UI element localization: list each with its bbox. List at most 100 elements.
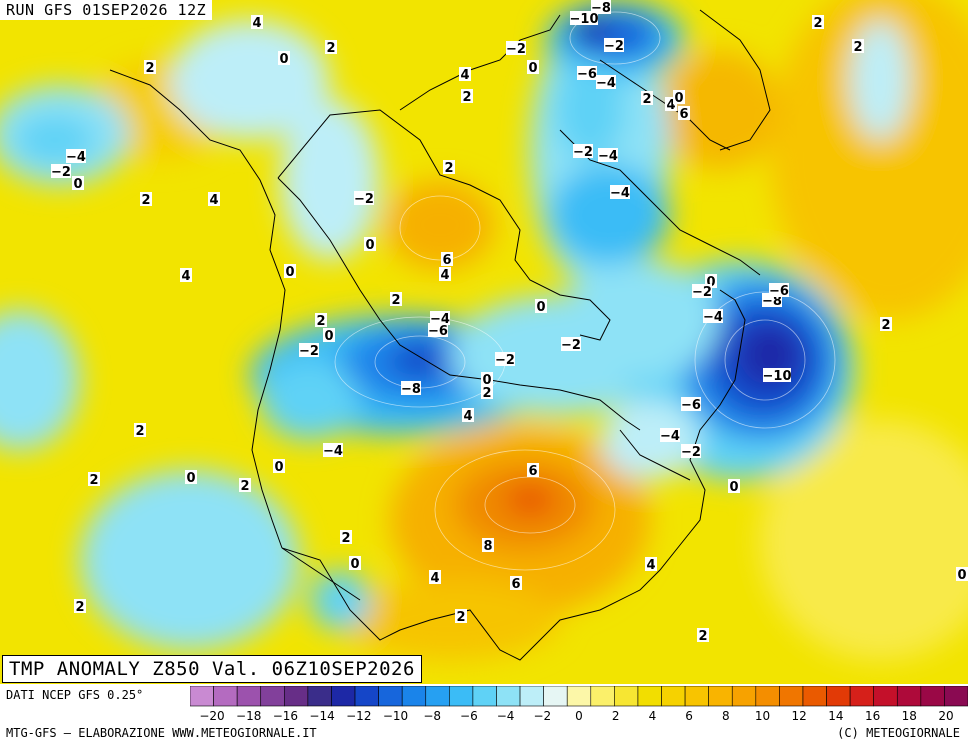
colorbar-swatch (472, 686, 497, 707)
colorbar-swatch (354, 686, 379, 707)
isoline-label-bg (273, 459, 285, 473)
colorbar-tick-label: −18 (236, 709, 261, 723)
isoline-label: −2 (681, 445, 701, 460)
isoline-label-bg (610, 185, 630, 199)
isoline-label: 4 (252, 16, 261, 31)
isoline-label: 0 (674, 91, 683, 106)
isoline-label: −6 (577, 67, 597, 82)
temperature-anomaly-map: 4−8−10 220−2 −2 22 4 0 −6−42 2 406−4−20−2 −42−42 4… (0, 0, 968, 684)
isoline-label: 2 (444, 161, 453, 176)
contour-lines (334, 11, 836, 571)
colorbar-swatch (731, 686, 757, 707)
isoline-label-bg (180, 268, 192, 282)
isoline-label-bg (510, 576, 522, 590)
isoline-label: −4 (596, 76, 616, 91)
isoline-label: 0 (186, 471, 195, 486)
colorbar-swatch (543, 686, 568, 707)
isoline-label: −2 (561, 338, 581, 353)
isoline-label: 0 (957, 568, 966, 583)
isoline-label: 2 (341, 531, 350, 546)
colorbar-tick-label: −20 (199, 709, 224, 723)
isoline-label-bg (641, 91, 653, 105)
colorbar-tick-label: 6 (685, 709, 693, 723)
colorbar-tick-label: −2 (533, 709, 551, 723)
isoline-label: 2 (316, 314, 325, 329)
isoline-label-bg (390, 292, 402, 306)
colorbar-tick-label: −16 (273, 709, 298, 723)
colorbar-tick-label: 18 (902, 709, 917, 723)
colorbar-swatch (236, 686, 262, 707)
colorbar-swatch (614, 686, 639, 707)
colorbar-tick-label: −4 (497, 709, 515, 723)
colorbar-tick-label: 4 (649, 709, 657, 723)
isoline-label-bg (455, 609, 467, 623)
isoline-label: −2 (506, 42, 526, 57)
colorbar-swatch (708, 686, 733, 707)
colorbar-tick-label: 2 (612, 709, 620, 723)
colorbar-swatch (213, 686, 238, 707)
isoline-label-bg (134, 423, 146, 437)
isoline-label: −6 (428, 324, 448, 339)
isoline-label: 2 (482, 386, 491, 401)
isoline-label-bg (140, 192, 152, 206)
isoline-label-bg (681, 444, 701, 458)
colorbar-swatch (826, 686, 851, 707)
isoline-label: 0 (274, 460, 283, 475)
isoline-label-bg (88, 472, 100, 486)
colorbar-tick-label: −12 (346, 709, 371, 723)
map-title: TMP ANOMALY Z850 Val. 06Z10SEP2026 (2, 655, 422, 683)
isoline-label-bg (74, 599, 86, 613)
isoline-label: 6 (442, 253, 451, 268)
isoline-label: 0 (365, 238, 374, 253)
isoline-label-bg (728, 479, 740, 493)
isoline-label-bg (681, 397, 701, 411)
isoline-label-bg (185, 470, 197, 484)
colorbar-tick-label: 10 (755, 709, 770, 723)
isoline-label: 6 (528, 464, 537, 479)
isoline-label: 4 (181, 269, 190, 284)
colorbar-tick-label: 20 (938, 709, 953, 723)
isoline-label: 6 (511, 577, 520, 592)
isoline-label: 2 (75, 600, 84, 615)
isoline-label: −2 (299, 344, 319, 359)
isoline-label-bg (430, 311, 450, 325)
isoline-label: 0 (729, 480, 738, 495)
isoline-label: 6 (679, 107, 688, 122)
colorbar-swatch (661, 686, 686, 707)
isoline-label: 2 (135, 424, 144, 439)
isoline-label-bg (441, 252, 453, 266)
isoline-label-bg (596, 75, 616, 89)
isoline-label-bg (462, 408, 474, 422)
isoline-label: 0 (536, 300, 545, 315)
isoline-label-bg (769, 283, 789, 297)
isoline-label: 0 (350, 557, 359, 572)
isoline-label-bg (459, 67, 471, 81)
isoline-label: −10 (763, 369, 792, 384)
isoline-label-bg (481, 372, 493, 386)
isoline-label: 4 (463, 409, 472, 424)
colorbar-swatch (944, 686, 968, 707)
isoline-label-bg (598, 148, 618, 162)
isoline-label-bg (278, 51, 290, 65)
data-source: DATI NCEP GFS 0.25° (6, 688, 144, 702)
isoline-label: 0 (324, 329, 333, 344)
colorbar: −20 −18 −16 −14 −12 −10 −8 −6 −4 −2 0 2 4 6 8 10 12 14 16 1… (190, 686, 968, 723)
colorbar-swatch (260, 686, 285, 707)
colorbar-swatch (566, 686, 592, 707)
isoline-label: −2 (573, 145, 593, 160)
isoline-label-bg (678, 106, 690, 120)
colorbar-tick-label: 0 (575, 709, 583, 723)
isoline-label-bg (535, 299, 547, 313)
footer-copyright: (C) METEOGIORNALE (837, 726, 960, 740)
colorbar-swatch (755, 686, 780, 707)
colorbar-tick-label: −8 (423, 709, 441, 723)
colorbar-swatch (779, 686, 804, 707)
isoline-label-bg (299, 343, 319, 357)
isoline-label: −4 (610, 186, 630, 201)
isoline-label-bg (364, 237, 376, 251)
isoline-label-bg (495, 352, 515, 366)
isoline-label-bg (573, 144, 593, 158)
isoline-label-bg (570, 11, 598, 25)
anomaly-field (0, 0, 968, 660)
isoline-label: 8 (483, 539, 492, 554)
